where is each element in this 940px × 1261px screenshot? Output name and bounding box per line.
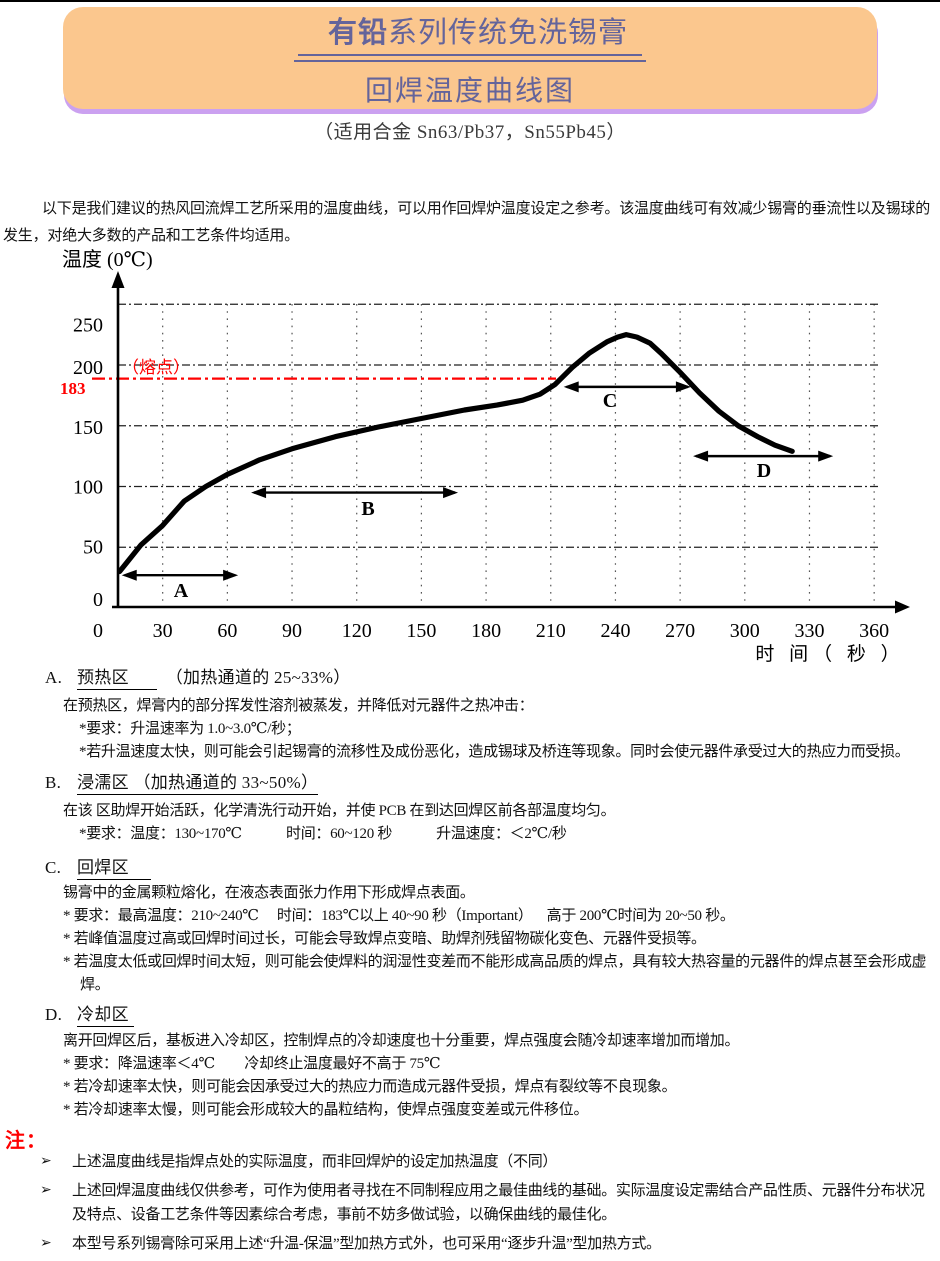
section-line: *要求：升温速率为 1.0~3.0℃/秒； <box>79 721 301 737</box>
note-bullet-icon: ➢ <box>40 1183 52 1198</box>
section-line: * 若冷却速率太快，则可能会因承受过大的热应力而造成元器件受损，焊点有裂纹等不良… <box>63 1079 677 1095</box>
section-title-suffix: （加热通道的 25~33%） <box>156 668 351 687</box>
section-title: 预热区 <box>77 668 157 690</box>
section-title: 回焊区 <box>77 858 151 880</box>
zone-label-D: D <box>757 460 771 482</box>
note-bullet-icon: ➢ <box>40 1154 52 1169</box>
note-text: 上述回焊温度曲线仅供参考，可作为使用者寻找在不同制程应用之最佳曲线的基础。实际温… <box>72 1183 925 1223</box>
subtitle-alloy: （适用合金 Sn63/Pb37，Sn55Pb45） <box>314 122 626 143</box>
x-tick-label: 30 <box>153 620 173 642</box>
page-title-line2: 回焊温度曲线图 <box>364 76 575 107</box>
melting-point-value: 183 <box>60 379 86 398</box>
x-tick-label: 150 <box>406 620 436 642</box>
title-rest-part: 系列传统免洗锡膏 <box>388 17 629 49</box>
zone-arrowhead-right-A <box>223 569 239 581</box>
section-line: 在预热区，焊膏内的部分挥发性溶剂被蒸发，并降低对元器件之热冲击： <box>63 698 534 714</box>
section-A-heading: A. 预热区 （加热通道的 25~33%） <box>45 663 351 690</box>
section-C-body: 锡膏中的金属颗粒熔化，在液态表面张力作用下形成焊点表面。 * 要求：最高温度：21… <box>0 882 940 997</box>
x-tick-label: 270 <box>665 620 695 642</box>
section-line: *要求：温度：130~170℃ 时间：60~120 秒 升温速度：＜2℃/秒 <box>79 826 567 842</box>
zone-arrowhead-left-B <box>251 487 267 499</box>
x-tick-label: 300 <box>730 620 760 642</box>
section-line: 离开回焊区后，基板进入冷却区，控制焊点的冷却速度也十分重要，焊点强度会随冷却速率… <box>63 1033 740 1049</box>
title-bold-part: 有铅 <box>327 17 388 49</box>
page-title-line1: 有铅系列传统免洗锡膏 <box>293 9 647 62</box>
zone-label-B: B <box>361 498 374 520</box>
notes-label: 注： <box>5 1130 47 1152</box>
section-line: * 若温度太低或回焊时间太短，则可能会使焊料的润湿性变差而不能形成高品质的焊点，… <box>63 954 927 993</box>
x-tick-label: 60 <box>217 620 237 642</box>
header-box: 有铅系列传统免洗锡膏 回焊温度曲线图 <box>63 7 877 109</box>
x-tick-label: 180 <box>471 620 501 642</box>
zone-label-C: C <box>603 390 617 412</box>
y-axis-title: 温度 (0℃) <box>62 248 153 271</box>
zone-arrowhead-left-A <box>121 569 137 581</box>
section-id: A. <box>45 668 63 687</box>
section-A-body: 在预热区，焊膏内的部分挥发性溶剂被蒸发，并降低对元器件之热冲击： *要求：升温速率… <box>0 695 940 764</box>
note-item: ➢ 上述回焊温度曲线仅供参考，可作为使用者寻找在不同制程应用之最佳曲线的基础。实际… <box>0 1179 940 1227</box>
section-title: 浸濡区 （加热通道的 33~50%） <box>77 773 319 795</box>
note-text: 本型号系列锡膏除可采用上述“升温-保温”型加热方式外，也可采用“逐步升温”型加热… <box>72 1236 661 1252</box>
zone-label-A: A <box>174 580 189 602</box>
zone-arrowhead-left-C <box>563 381 579 393</box>
x-axis-arrow-icon <box>895 600 910 614</box>
y-tick-label: 100 <box>73 477 103 499</box>
section-line: * 若峰值温度过高或回焊时间过长，可能会导致焊点变暗、助焊剂残留物碳化变色、元器… <box>63 931 706 947</box>
section-id: B. <box>45 773 62 792</box>
note-item: ➢ 上述温度曲线是指焊点处的实际温度，而非回焊炉的设定加热温度（不同） <box>0 1150 940 1174</box>
x-axis-title: 时 间（ 秒 ） <box>755 643 904 665</box>
zone-arrowhead-right-D <box>818 450 834 462</box>
notes-list: ➢ 上述温度曲线是指焊点处的实际温度，而非回焊炉的设定加热温度（不同） ➢ 上述回焊温… <box>0 1150 940 1261</box>
x-tick-label: 120 <box>342 620 372 642</box>
x-tick-label: 330 <box>794 620 824 642</box>
section-title: 冷却区 <box>77 1005 134 1027</box>
section-line: * 若冷却速率太慢，则可能会形成较大的晶粒结构，使焊点强度变差或元件移位。 <box>63 1102 589 1118</box>
zone-arrowhead-right-B <box>443 487 459 499</box>
note-bullet-icon: ➢ <box>40 1236 52 1251</box>
intro-paragraph: 以下是我们建议的热风回流焊工艺所采用的温度曲线，可以用作回焊炉温度设定之参考。该… <box>3 201 931 244</box>
section-B-heading: B. 浸濡区 （加热通道的 33~50%） <box>45 768 319 795</box>
section-line: * 要求：最高温度：210~240℃ 时间：183℃以上 40~90 秒（Imp… <box>63 908 735 924</box>
melting-point-label: （熔点） <box>122 358 190 377</box>
y-tick-label: 0 <box>93 589 103 611</box>
section-B-body: 在该 区助焊开始活跃，化学清洗行动开始，并使 PCB 在到达回焊区前各部温度均匀… <box>0 800 940 846</box>
zone-arrowhead-left-D <box>693 450 709 462</box>
section-line: 在该 区助焊开始活跃，化学清洗行动开始，并使 PCB 在到达回焊区前各部温度均匀… <box>63 803 616 819</box>
y-tick-label: 200 <box>73 357 103 379</box>
page-top-border <box>0 0 940 2</box>
section-id: D. <box>45 1005 63 1024</box>
section-D-heading: D. 冷却区 <box>45 1000 134 1027</box>
reflow-temperature-chart: （熔点） 183 温度 (0℃) 时 间（ 秒 ） 0 50 100 150 200 250 0 30… <box>60 248 910 665</box>
section-C-heading: C. 回焊区 <box>45 853 151 880</box>
section-line: * 要求：降温速率＜4℃ 冷却终止温度最好不高于 75℃ <box>63 1056 441 1072</box>
section-id: C. <box>45 858 62 877</box>
y-tick-label: 150 <box>73 417 103 439</box>
x-tick-label: 0 <box>93 620 103 642</box>
x-tick-label: 360 <box>859 620 889 642</box>
section-D-body: 离开回焊区后，基板进入冷却区，控制焊点的冷却速度也十分重要，焊点强度会随冷却速率… <box>0 1030 940 1122</box>
y-axis-arrow-icon <box>111 271 125 288</box>
y-tick-label: 50 <box>83 536 103 558</box>
zone-arrowhead-right-C <box>675 381 691 393</box>
section-line: 锡膏中的金属颗粒熔化，在液态表面张力作用下形成焊点表面。 <box>63 885 475 901</box>
x-tick-label: 210 <box>536 620 566 642</box>
note-text: 上述温度曲线是指焊点处的实际温度，而非回焊炉的设定加热温度（不同） <box>72 1154 558 1170</box>
section-line: *若升温速度太快，则可能会引起锡膏的流移性及成份恶化，造成锡球及桥连等现象。同时… <box>79 744 910 760</box>
y-tick-label: 250 <box>73 314 103 336</box>
temperature-curve <box>116 332 795 575</box>
note-item: ➢ 本型号系列锡膏除可采用上述“升温-保温”型加热方式外，也可采用“逐步升温”型加… <box>0 1232 940 1256</box>
x-tick-label: 240 <box>600 620 630 642</box>
x-tick-label: 90 <box>282 620 302 642</box>
